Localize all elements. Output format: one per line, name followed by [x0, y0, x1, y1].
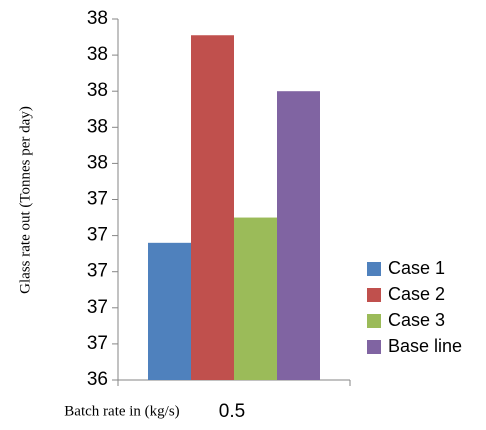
y-tick-label: 37 [87, 261, 108, 282]
legend-label: Base line [388, 336, 462, 356]
legend-label: Case 2 [388, 284, 445, 304]
bar [234, 217, 277, 380]
x-tick-label: 0.5 [219, 401, 245, 422]
y-tick-label: 37 [87, 333, 108, 354]
y-tick-label: 37 [87, 297, 108, 318]
y-tick-label: 36 [87, 369, 108, 390]
y-tick-label: 38 [87, 8, 108, 29]
legend-label: Case 1 [388, 258, 445, 278]
y-tick-label: 38 [87, 80, 108, 101]
legend-swatch [367, 288, 381, 302]
x-axis-label: Batch rate in (kg/s) [64, 403, 179, 419]
y-tick-label: 38 [87, 116, 108, 137]
y-tick-label: 38 [87, 44, 108, 65]
y-axis-label: Glass rate out (Tonnes per day) [17, 106, 33, 294]
legend-swatch [367, 314, 381, 328]
bar [191, 35, 234, 381]
y-tick-label: 37 [87, 189, 108, 210]
y-tick-label: 38 [87, 152, 108, 173]
bar [148, 242, 191, 380]
legend-swatch [367, 262, 381, 276]
legend-label: Case 3 [388, 310, 445, 330]
legend-swatch [367, 340, 381, 354]
bar [277, 91, 320, 380]
y-tick-label: 37 [87, 225, 108, 246]
